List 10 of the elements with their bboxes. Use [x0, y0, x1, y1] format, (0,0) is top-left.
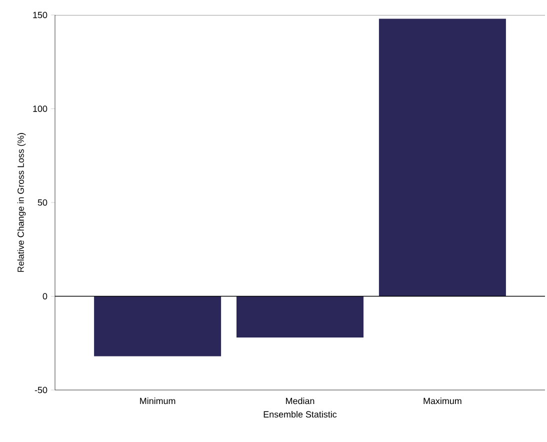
y-tick-label: -50	[34, 386, 48, 394]
y-tick-label: 100	[33, 106, 48, 112]
x-axis-title: Ensemble Statistic	[264, 410, 337, 418]
y-tick-label: 50	[38, 199, 48, 206]
y-tick-label: 0	[42, 293, 48, 300]
y-axis-title: Relative Change in Gross Loss (%)	[17, 133, 26, 272]
x-tick-label: Median	[286, 398, 314, 404]
y-tick-label: 150	[33, 12, 48, 18]
x-tick-label: Minimum	[140, 398, 176, 404]
x-tick-label: Maximum	[424, 398, 462, 404]
